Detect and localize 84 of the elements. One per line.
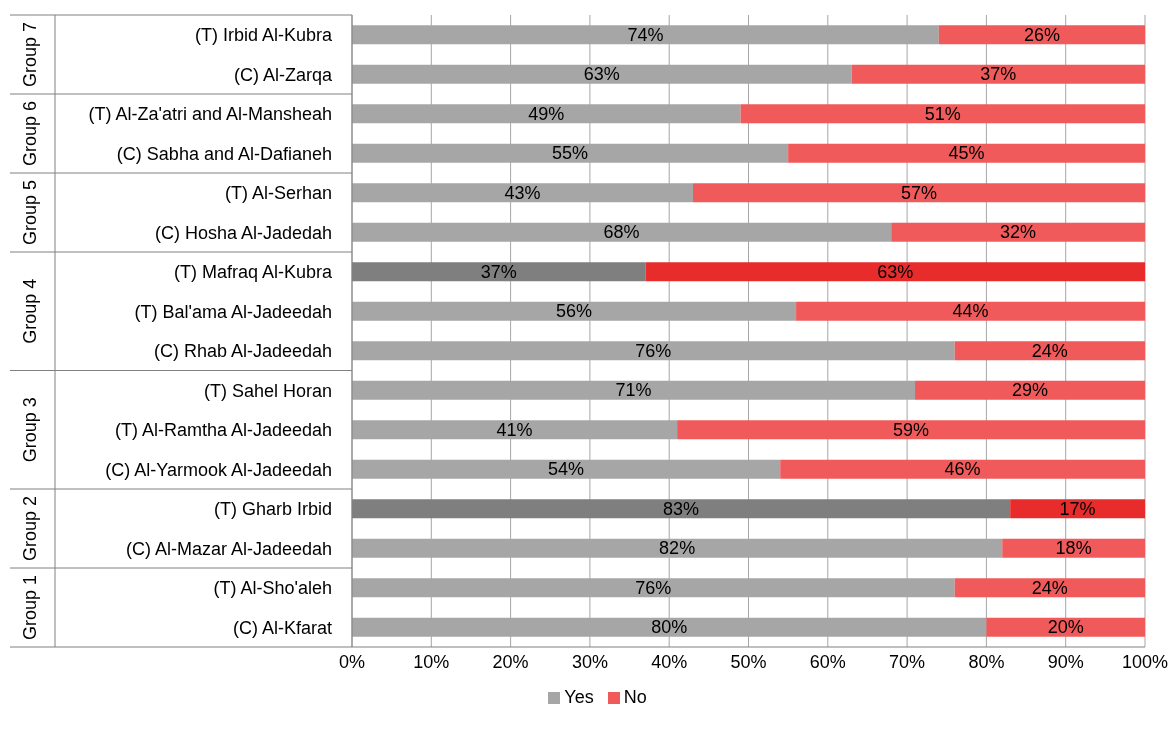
bar [986,617,1145,637]
data-label: 44% [952,301,989,322]
bar [692,183,1145,203]
data-label: 49% [528,103,565,124]
x-tick-label: 50% [730,651,767,672]
data-label: 26% [1023,24,1060,45]
data-label: 54% [548,459,585,480]
data-label: 37% [480,261,517,282]
bar [954,578,1145,598]
data-label: 56% [556,301,593,322]
y-tick-label: (C) Al-Yarmook Al-Jadeedah [105,459,332,480]
y-tick-label: (T) Al-Serhan [224,183,332,204]
bar [1010,499,1145,519]
y-tick-label: (T) Irbid Al-Kubra [194,25,333,46]
bar [796,301,1145,321]
bar [891,222,1145,242]
data-label: 76% [635,577,672,598]
data-label: 51% [924,103,961,124]
text: Group 3 [20,397,40,463]
data-label: 46% [944,459,981,480]
legend-label: No [623,687,647,708]
y-tick-label: (T) Al-Sho'aleh [213,578,332,599]
data-label: 17% [1059,498,1096,519]
data-label: 83% [663,498,700,519]
text: Group 2 [20,495,40,562]
y-tick-label: (C) Al-Mazar Al-Jadeedah [125,538,332,559]
x-tick-label: 20% [492,651,529,672]
x-tick-label: 90% [1047,651,1084,672]
data-label: 57% [900,182,938,203]
data-label: 24% [1031,577,1068,598]
bar [677,420,1145,440]
x-tick-label: 30% [571,651,608,672]
text: Group 1 [20,574,40,641]
y-tick-label: (T) Al-Za'atri and Al-Mansheah [88,104,332,125]
data-label: 74% [627,24,664,45]
data-label: 76% [635,340,672,361]
bar [851,64,1145,84]
bar [788,143,1145,163]
data-label: 63% [877,261,914,282]
text: Group 7 [20,21,40,88]
y-tick-label: (T) Al-Ramtha Al-Jadeedah [114,420,332,441]
x-tick-label: 60% [809,651,846,672]
bar [780,459,1145,479]
y-tick-label: (T) Gharb Irbid [213,499,332,520]
data-label: 80% [651,617,688,638]
data-label: 63% [583,64,620,85]
data-label: 24% [1031,340,1068,361]
y-tick-label: (T) Sahel Horan [203,380,332,401]
x-tick-label: 70% [889,651,926,672]
text: Group 4 [20,278,40,344]
x-tick-label: 10% [413,651,450,672]
y-tick-label: (C) Sabha and Al-Dafianeh [116,143,332,164]
data-label: 68% [603,222,640,243]
data-label: 29% [1012,380,1049,401]
data-label: 37% [980,64,1017,85]
data-label: 55% [552,143,589,164]
y-tick-label: (C) Hosha Al-Jadedah [154,222,332,243]
y-tick-label: (T) Bal'ama Al-Jadeedah [134,301,332,322]
data-label: 59% [893,419,930,440]
bar [1002,538,1145,558]
data-label: 18% [1055,538,1092,559]
data-label: 71% [615,380,652,401]
x-tick-label: 40% [651,651,688,672]
data-label: 32% [1000,222,1037,243]
data-label: 45% [948,143,985,164]
x-tick-label: 100% [1121,651,1169,672]
x-tick-label: 0% [338,651,366,672]
data-label: 41% [496,419,533,440]
y-tick-label: (C) Al-Kfarat [232,617,332,638]
y-tick-label: (C) Rhab Al-Jadeedah [153,341,332,362]
bar [740,104,1145,124]
bar [915,380,1145,400]
bar [645,262,1145,282]
data-label: 43% [504,182,541,203]
data-label: 20% [1047,617,1084,638]
data-label: 82% [659,538,696,559]
x-tick-label: 80% [968,651,1005,672]
bar [954,341,1145,361]
y-tick-label: (C) Al-Zarqa [233,64,333,85]
bar [938,25,1145,45]
y-tick-label: (T) Mafraq Al-Kubra [173,262,333,283]
text: Group 6 [20,100,40,167]
text: Group 5 [20,179,40,246]
legend-label: Yes [564,687,594,708]
